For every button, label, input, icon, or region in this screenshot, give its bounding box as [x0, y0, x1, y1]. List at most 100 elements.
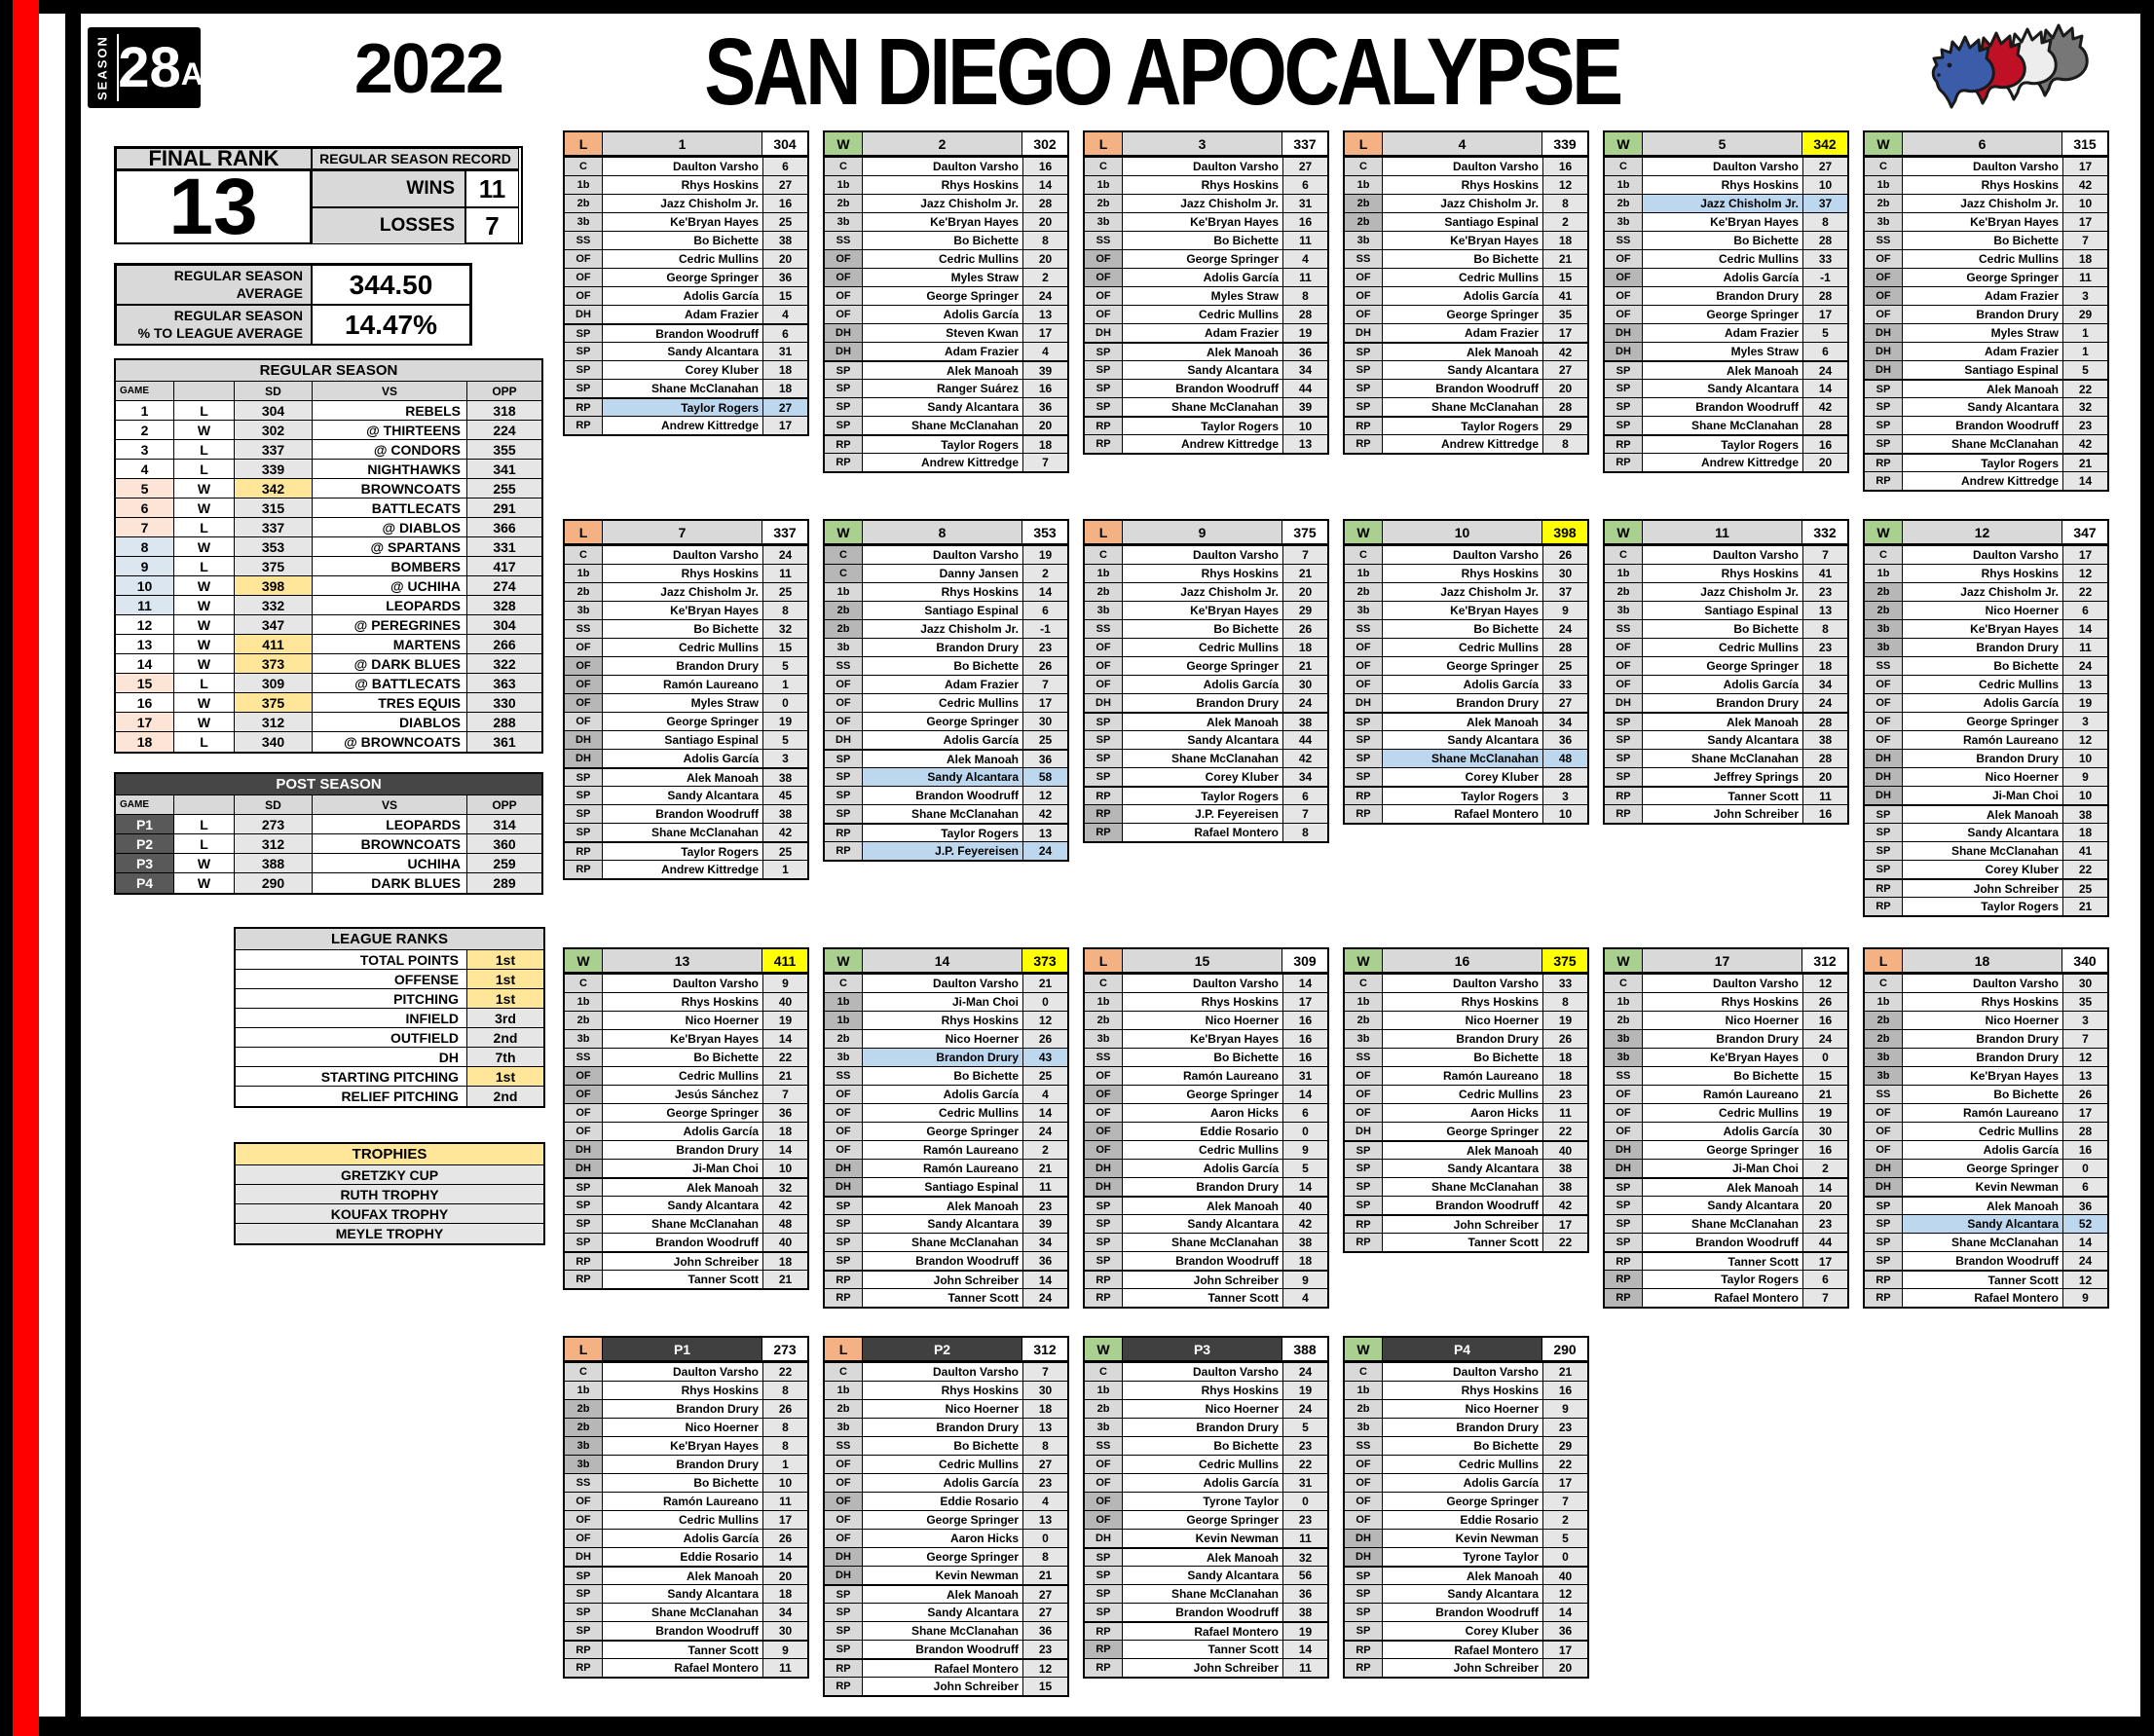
points-cell[interactable]: 42	[762, 824, 807, 841]
player-name-cell[interactable]: Jazz Chisholm Jr.	[603, 195, 762, 212]
player-name-cell[interactable]: Bo Bichette	[1903, 1086, 2062, 1103]
position-cell[interactable]: SP	[565, 1585, 603, 1603]
player-name-cell[interactable]: Brandon Woodruff	[863, 1641, 1022, 1658]
player-name-cell[interactable]: Taylor Rogers	[1903, 898, 2062, 915]
points-cell[interactable]: 14	[762, 1548, 807, 1566]
points-cell[interactable]: 3	[2062, 1012, 2107, 1029]
position-cell[interactable]: OF	[1865, 1123, 1903, 1140]
position-cell[interactable]: OF	[1605, 269, 1643, 286]
player-name-cell[interactable]: Brandon Drury	[1123, 694, 1282, 712]
sd-score-cell[interactable]: 312	[235, 713, 313, 731]
position-cell[interactable]: SP	[1085, 768, 1123, 786]
points-cell[interactable]: 38	[1282, 1604, 1327, 1621]
position-cell[interactable]: SS	[1345, 1049, 1383, 1066]
game-number-cell[interactable]: P2	[863, 1338, 1022, 1360]
position-cell[interactable]: SP	[825, 1215, 863, 1233]
position-cell[interactable]: SP	[1345, 344, 1383, 360]
player-name-cell[interactable]: Brandon Drury	[1903, 1030, 2062, 1048]
position-cell[interactable]: RP	[1085, 418, 1123, 434]
points-cell[interactable]: 21	[1022, 1160, 1067, 1177]
position-cell[interactable]: RP	[1345, 1234, 1383, 1251]
points-cell[interactable]: 43	[1022, 1049, 1067, 1066]
points-cell[interactable]: 5	[1802, 324, 1847, 342]
sd-score-cell[interactable]: 398	[235, 576, 313, 595]
player-name-cell[interactable]: Rhys Hoskins	[1643, 565, 1802, 582]
player-name-cell[interactable]: Shane McClanahan	[1383, 1178, 1542, 1196]
position-cell[interactable]: 1b	[1865, 176, 1903, 194]
player-name-cell[interactable]: Adolis García	[1123, 1474, 1282, 1492]
position-cell[interactable]: OF	[1605, 287, 1643, 305]
player-name-cell[interactable]: Jesús Sánchez	[603, 1086, 762, 1103]
points-cell[interactable]: 36	[1542, 1622, 1587, 1640]
points-cell[interactable]: 12	[1022, 1012, 1067, 1029]
player-name-cell[interactable]: Sandy Alcantara	[1643, 1197, 1802, 1214]
points-cell[interactable]: 15	[1542, 269, 1587, 286]
position-cell[interactable]: OF	[825, 1456, 863, 1473]
points-cell[interactable]: 21	[1542, 1363, 1587, 1381]
points-cell[interactable]: 24	[2062, 1252, 2107, 1270]
position-cell[interactable]: 2b	[1345, 1400, 1383, 1418]
player-name-cell[interactable]: Jazz Chisholm Jr.	[1903, 583, 2062, 601]
game-total-cell[interactable]: 411	[762, 949, 807, 972]
player-name-cell[interactable]: Taylor Rogers	[603, 399, 762, 416]
points-cell[interactable]: 0	[1022, 993, 1067, 1011]
position-cell[interactable]: SS	[1345, 1437, 1383, 1455]
position-cell[interactable]: 3b	[1085, 1419, 1123, 1436]
position-cell[interactable]: SP	[1345, 768, 1383, 786]
game-number-cell[interactable]: 14	[116, 654, 174, 673]
points-cell[interactable]: 36	[762, 269, 807, 286]
points-cell[interactable]: 19	[1542, 1012, 1587, 1029]
position-cell[interactable]: C	[825, 565, 863, 582]
position-cell[interactable]: RP	[1865, 1289, 1903, 1307]
player-name-cell[interactable]: Cedric Mullins	[863, 1104, 1022, 1122]
game-number-cell[interactable]: P3	[1123, 1338, 1282, 1360]
points-cell[interactable]: 21	[762, 1067, 807, 1085]
result-cell[interactable]: W	[174, 615, 235, 634]
points-cell[interactable]: 15	[1022, 1678, 1067, 1695]
points-cell[interactable]: 0	[1802, 1049, 1847, 1066]
player-name-cell[interactable]: Shane McClanahan	[863, 1234, 1022, 1251]
points-cell[interactable]: 10	[2062, 195, 2107, 212]
points-cell[interactable]: 25	[762, 843, 807, 860]
position-cell[interactable]: SP	[1605, 731, 1643, 749]
points-cell[interactable]: 30	[1022, 713, 1067, 730]
player-name-cell[interactable]: Brandon Drury	[1123, 1419, 1282, 1436]
points-cell[interactable]: 20	[1022, 213, 1067, 231]
game-total-cell[interactable]: 339	[1542, 132, 1587, 155]
opponent-cell[interactable]: NIGHTHAWKS	[313, 460, 467, 478]
game-number-cell[interactable]: 4	[1383, 132, 1542, 155]
points-cell[interactable]: 14	[2062, 472, 2107, 490]
opp-score-cell[interactable]: 322	[467, 654, 541, 673]
opp-score-cell[interactable]: 361	[467, 732, 541, 752]
position-cell[interactable]: 2b	[1605, 1012, 1643, 1029]
points-cell[interactable]: 16	[1802, 436, 1847, 453]
player-name-cell[interactable]: Santiago Espinal	[1643, 602, 1802, 619]
player-name-cell[interactable]: Tanner Scott	[863, 1289, 1022, 1307]
game-number-cell[interactable]: 9	[1123, 521, 1282, 543]
position-cell[interactable]: SP	[1345, 1604, 1383, 1621]
position-cell[interactable]: OF	[1345, 1104, 1383, 1122]
player-name-cell[interactable]: Nico Hoerner	[603, 1419, 762, 1436]
points-cell[interactable]: 5	[1282, 1419, 1327, 1436]
player-name-cell[interactable]: Adolis García	[1903, 694, 2062, 712]
player-name-cell[interactable]: Santiago Espinal	[1383, 213, 1542, 231]
points-cell[interactable]: 20	[1022, 417, 1067, 434]
points-cell[interactable]: 23	[1282, 1511, 1327, 1529]
player-name-cell[interactable]: Cedric Mullins	[1903, 1123, 2062, 1140]
position-cell[interactable]: DH	[1865, 1160, 1903, 1177]
position-cell[interactable]: RP	[1345, 1216, 1383, 1233]
position-cell[interactable]: 2b	[1605, 583, 1643, 601]
position-cell[interactable]: RP	[1085, 1641, 1123, 1658]
points-cell[interactable]: 41	[1802, 565, 1847, 582]
points-cell[interactable]: 26	[762, 1530, 807, 1547]
position-cell[interactable]: SS	[1085, 1437, 1123, 1455]
player-name-cell[interactable]: Cedric Mullins	[603, 1067, 762, 1085]
position-cell[interactable]: SP	[565, 1604, 603, 1621]
position-cell[interactable]: SP	[825, 768, 863, 786]
player-name-cell[interactable]: Brandon Drury	[603, 1141, 762, 1159]
player-name-cell[interactable]: Nico Hoerner	[1383, 1400, 1542, 1418]
position-cell[interactable]: DH	[825, 1178, 863, 1196]
opponent-cell[interactable]: BROWNCOATS	[313, 479, 467, 498]
wins-value[interactable]: 11	[465, 170, 519, 207]
player-name-cell[interactable]: Alek Manoah	[1643, 1179, 1802, 1196]
